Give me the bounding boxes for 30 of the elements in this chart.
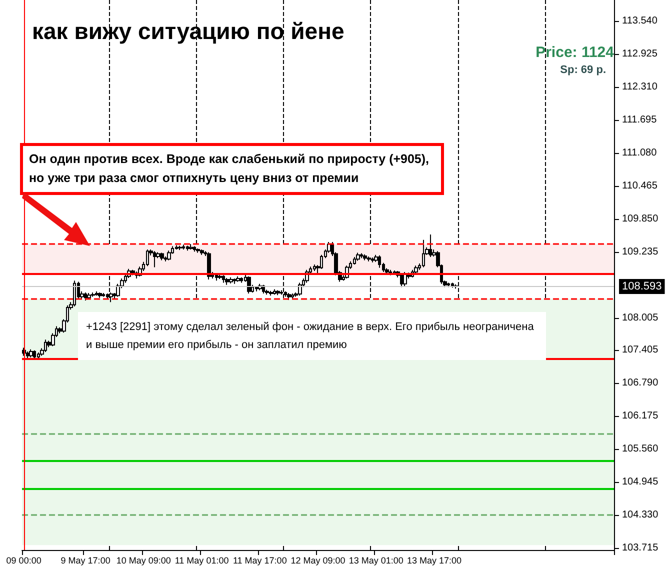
y-tick-label: 103.715 [622,542,659,554]
y-tick-label: 111.695 [622,114,658,126]
y-tick-label: 109.235 [622,246,659,258]
x-tick-label: 13 May 17:00 [406,556,462,566]
y-tick-label: 106.175 [622,410,659,422]
annotation: +1243 [2291] этому сделал зеленый фон - ожидание в верх. Его прибыль неограничена и выше премии его прибыль - он заплатил премию [78,312,546,360]
x-tick-label: 9 May 17:00 [60,556,110,566]
x-tick-label: 11 May 01:00 [174,556,229,566]
y-tick-label: 105.560 [622,444,659,455]
y-tick-label: 113.540 [622,15,658,26]
x-tick-label: 10 May 09:00 [116,556,171,566]
x-tick-label: 12 May 09:00 [290,556,346,566]
ref-line-label: 108.593 [622,280,662,293]
y-tick-label: 106.790 [622,378,659,389]
annotation: Он один против всех. Вроде как слабенький по приросту (+905), но уже три раза смог отпихнуть цену вниз от премии [20,143,444,195]
y-tick-label: 112.310 [622,81,658,92]
y-tick-label: 112.925 [622,48,658,60]
annotation: Price: 1124 [536,44,614,61]
y-tick-label: 111.080 [622,147,658,158]
y-tick-label: 104.330 [622,510,659,521]
y-tick-label: 110.465 [622,180,658,192]
y-tick-label: 107.405 [622,344,659,356]
x-tick-label: 11 May 17:00 [232,556,287,566]
annotation: Sp: 69 р. [560,64,606,76]
y-tick-label: 108.005 [622,312,659,324]
y-tick-label: 109.850 [622,213,659,224]
x-tick-label: 09 00:00 [6,556,42,566]
y-tick-label: 104.945 [622,476,659,488]
x-tick-label: 13 May 01:00 [348,556,404,566]
text: как вижу ситуацию по йене [32,18,344,45]
